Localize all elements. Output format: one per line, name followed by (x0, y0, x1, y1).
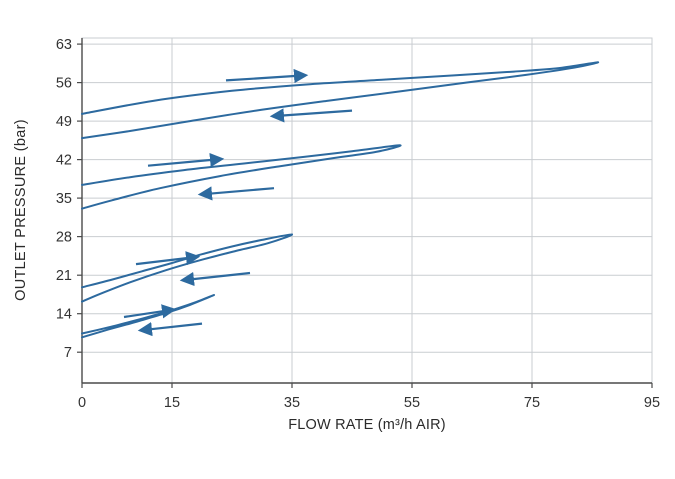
y-axis-title: OUTLET PRESSURE (bar) (13, 119, 29, 301)
x-tick-label: 15 (164, 395, 180, 411)
y-tick-label: 21 (56, 268, 72, 284)
x-tick-label: 55 (404, 395, 420, 411)
plot-area (81, 37, 653, 384)
loop-1-forward-arrow (225, 68, 309, 84)
loop-1-return-arrow (269, 108, 353, 123)
hysteresis-loop-2 (81, 144, 402, 210)
y-tick-label: 28 (56, 230, 72, 246)
loop-3-forward-arrow (135, 251, 201, 266)
x-tick-label: 95 (644, 395, 660, 411)
y-tick-label: 49 (56, 114, 72, 130)
y-tick-label: 14 (56, 307, 72, 323)
x-tick-label: 75 (524, 395, 540, 411)
y-tick-label: 42 (56, 153, 72, 169)
hysteresis-loop-1 (81, 61, 600, 140)
loop-4-return-arrow (137, 321, 203, 337)
loop-2-forward-arrow (147, 152, 225, 168)
y-tick-label: 56 (56, 76, 72, 92)
hysteresis-loop-3 (81, 233, 294, 303)
hysteresis-loop-4 (81, 293, 216, 339)
y-tick-label: 7 (64, 345, 72, 361)
loop-3-return-arrow (179, 271, 251, 287)
x-tick-label: 35 (284, 395, 300, 411)
loop-2-return-arrow (197, 186, 275, 201)
x-axis-title: FLOW RATE (m³/h AIR) (288, 417, 446, 433)
loop-4-forward-arrow (123, 304, 177, 319)
x-tick-label: 0 (78, 395, 86, 411)
y-tick-label: 35 (56, 191, 72, 207)
y-tick-label: 63 (56, 37, 72, 53)
